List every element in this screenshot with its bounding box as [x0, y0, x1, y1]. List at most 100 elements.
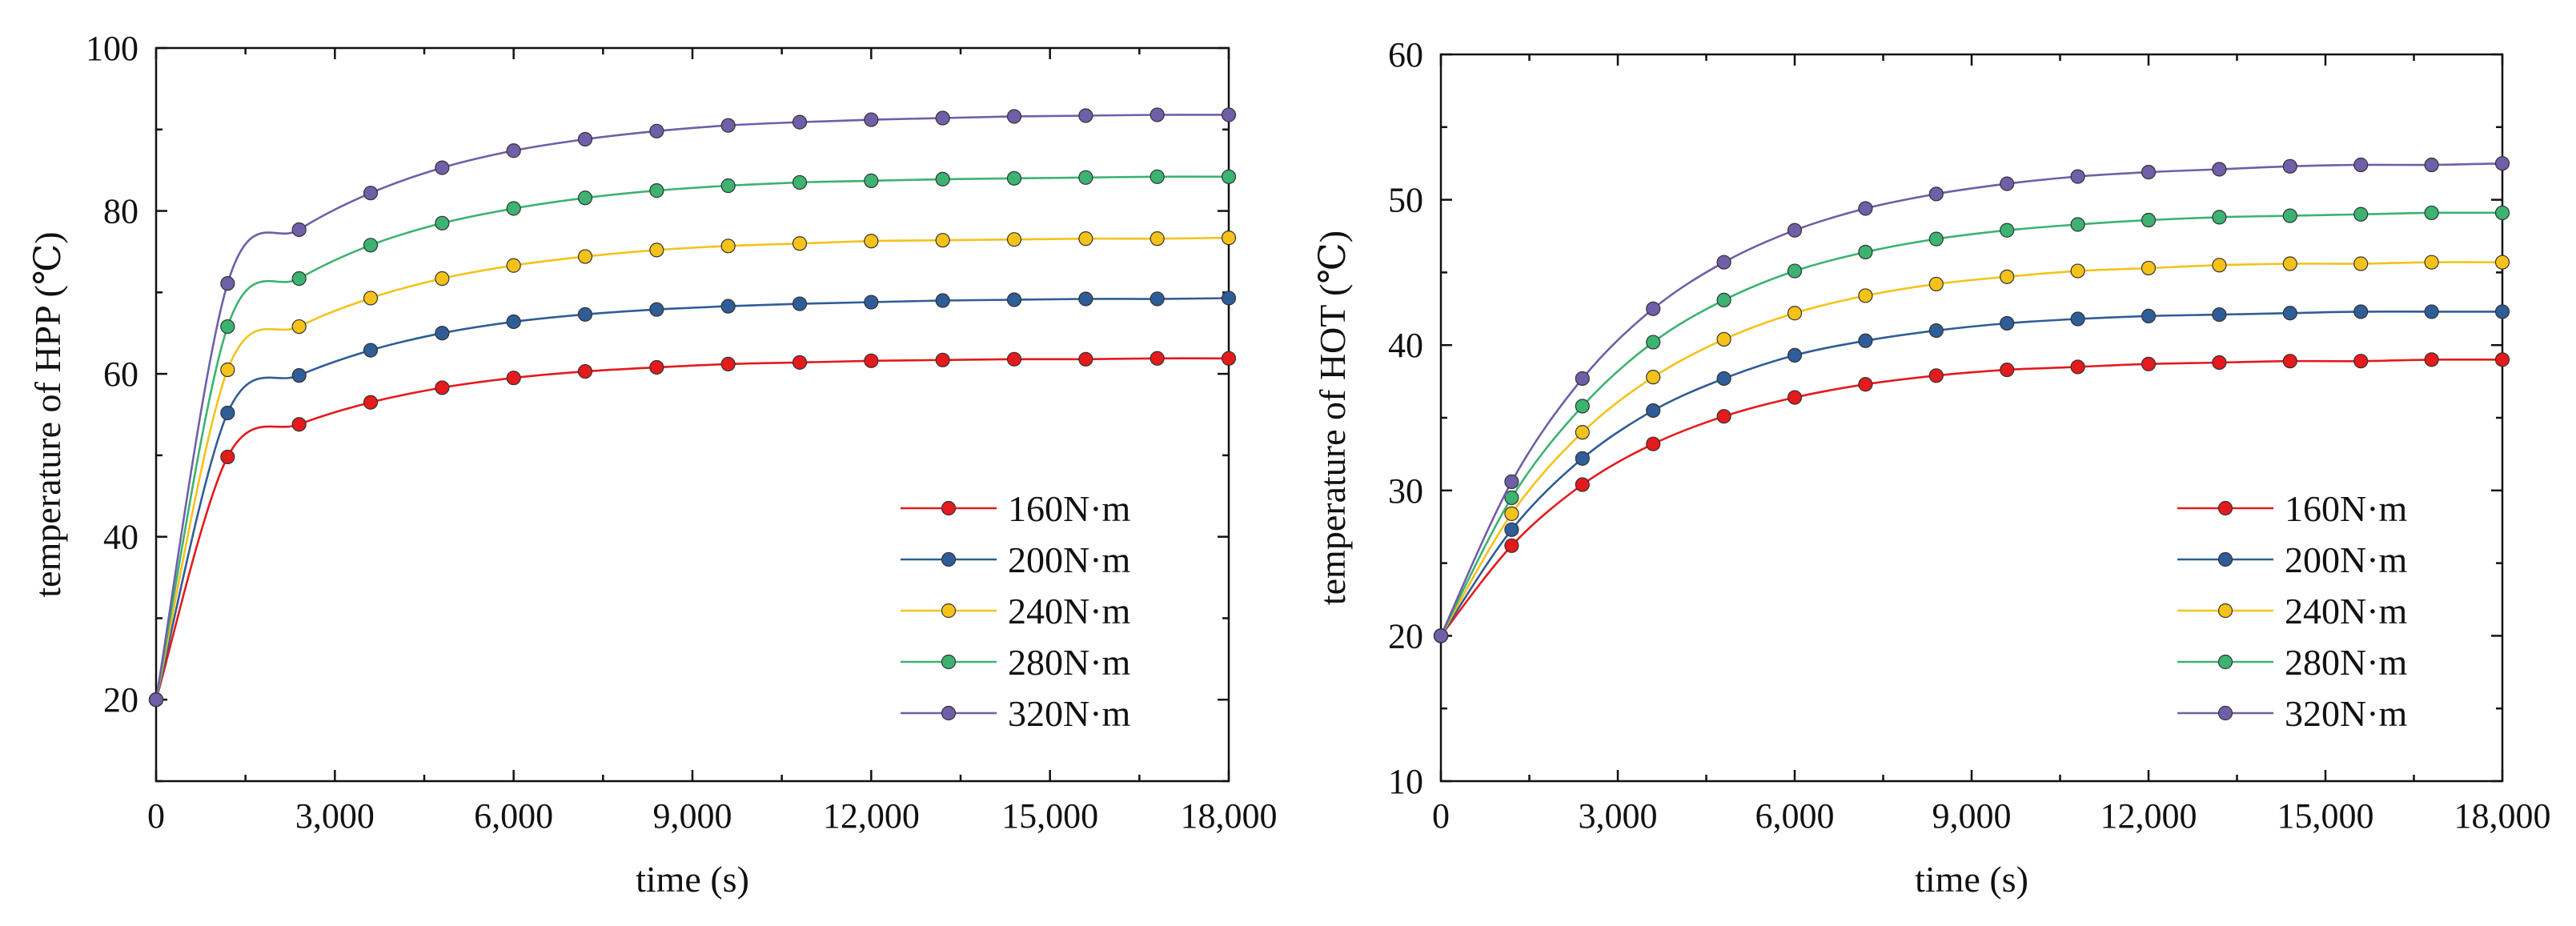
legend-marker	[941, 603, 957, 619]
y-tick-label: 100	[86, 29, 138, 68]
y-tick-label: 20	[1388, 616, 1423, 655]
data-point	[220, 319, 235, 335]
legend-label: 240N·m	[2285, 591, 2408, 631]
data-point	[2070, 217, 2085, 232]
data-point	[1150, 351, 1165, 366]
data-point	[220, 276, 235, 291]
legend-marker	[2217, 551, 2233, 567]
data-point	[2424, 205, 2439, 221]
data-point	[1787, 222, 1803, 238]
data-point	[1858, 377, 1873, 392]
data-point	[577, 131, 593, 147]
legend-marker	[941, 705, 957, 721]
data-point	[1575, 371, 1590, 387]
data-point	[1078, 231, 1093, 247]
data-point	[1787, 347, 1803, 363]
data-point	[2070, 359, 2085, 375]
data-point	[1504, 474, 1519, 490]
data-point	[792, 236, 808, 251]
y-tick-label: 50	[1388, 181, 1423, 220]
data-point	[1928, 323, 1944, 339]
data-point	[1646, 335, 1661, 350]
legend-label: 160N·m	[2285, 488, 2408, 529]
data-point	[363, 291, 379, 306]
x-tick-label: 3,000	[1579, 796, 1658, 836]
data-point	[291, 222, 307, 238]
x-tick-label: 3,000	[295, 796, 375, 836]
data-point	[935, 233, 950, 248]
data-point	[506, 314, 521, 330]
legend-label: 240N·m	[1008, 591, 1131, 631]
data-point	[2212, 258, 2227, 273]
data-point	[1221, 107, 1237, 122]
data-point	[935, 352, 950, 367]
data-point	[2424, 157, 2439, 173]
data-point	[2000, 269, 2015, 284]
series-line-0	[1439, 358, 2503, 637]
data-point	[2282, 158, 2297, 174]
data-point	[577, 307, 593, 322]
y-axis-title: temperature of HPP (℃)	[27, 231, 68, 597]
data-point	[2494, 255, 2510, 270]
data-point	[2141, 308, 2157, 323]
legend-marker	[941, 551, 957, 567]
data-point	[792, 355, 808, 370]
data-point	[1078, 291, 1093, 307]
data-point	[2494, 156, 2510, 171]
x-axis-title: time (s)	[636, 859, 749, 900]
data-point	[1646, 301, 1661, 316]
x-tick-label: 18,000	[1181, 796, 1278, 836]
data-point	[792, 114, 808, 130]
data-point	[1928, 186, 1944, 202]
data-point	[1787, 390, 1803, 405]
data-point	[2282, 256, 2297, 271]
data-point	[1716, 331, 1731, 347]
data-point	[220, 362, 235, 378]
data-point	[2000, 176, 2015, 191]
legend-label: 160N·m	[1008, 488, 1131, 529]
data-point	[1078, 108, 1093, 123]
data-point	[1716, 371, 1731, 387]
data-point	[363, 238, 379, 253]
series-line-1	[1439, 310, 2502, 637]
data-point	[291, 368, 307, 383]
data-point	[1575, 477, 1590, 492]
x-tick-label: 6,000	[474, 796, 553, 836]
data-point	[649, 302, 664, 317]
legend-marker	[941, 500, 957, 516]
x-tick-label: 18,000	[2454, 796, 2551, 836]
data-point	[435, 271, 450, 287]
x-tick-label: 9,000	[1932, 796, 2012, 836]
data-point	[2141, 356, 2157, 371]
y-tick-label: 60	[1388, 35, 1423, 74]
data-point	[363, 186, 379, 201]
data-point	[1787, 263, 1803, 279]
legend-label: 320N·m	[1008, 693, 1131, 734]
data-point	[2282, 354, 2297, 369]
hpp-temperature-chart: 0 3,000 6,000 9,000 12,000 15,000 18,000 20 40 60…	[27, 29, 1278, 900]
data-point	[1858, 244, 1873, 260]
data-point	[1716, 409, 1731, 424]
y-tick-label: 60	[103, 355, 138, 394]
x-tick-label: 0	[147, 796, 165, 836]
data-point	[506, 143, 521, 158]
data-point	[792, 296, 808, 311]
legend-label: 280N·m	[2285, 642, 2408, 683]
y-axis-title: temperature of HOT (℃)	[1312, 230, 1353, 605]
data-point	[2353, 354, 2369, 369]
data-point	[1928, 368, 1944, 383]
data-point	[2212, 307, 2227, 323]
data-point	[363, 395, 379, 410]
y-tick-label: 80	[103, 192, 138, 231]
x-tick-label: 15,000	[2277, 796, 2374, 836]
data-point	[1858, 333, 1873, 348]
data-point	[2070, 169, 2085, 184]
data-point	[291, 271, 307, 287]
data-point	[2141, 164, 2157, 180]
y-tick-label: 40	[1388, 326, 1423, 365]
y-tick-label: 30	[1388, 471, 1423, 511]
data-point	[720, 299, 736, 314]
data-point	[1006, 232, 1022, 247]
legend-marker	[2217, 500, 2233, 516]
